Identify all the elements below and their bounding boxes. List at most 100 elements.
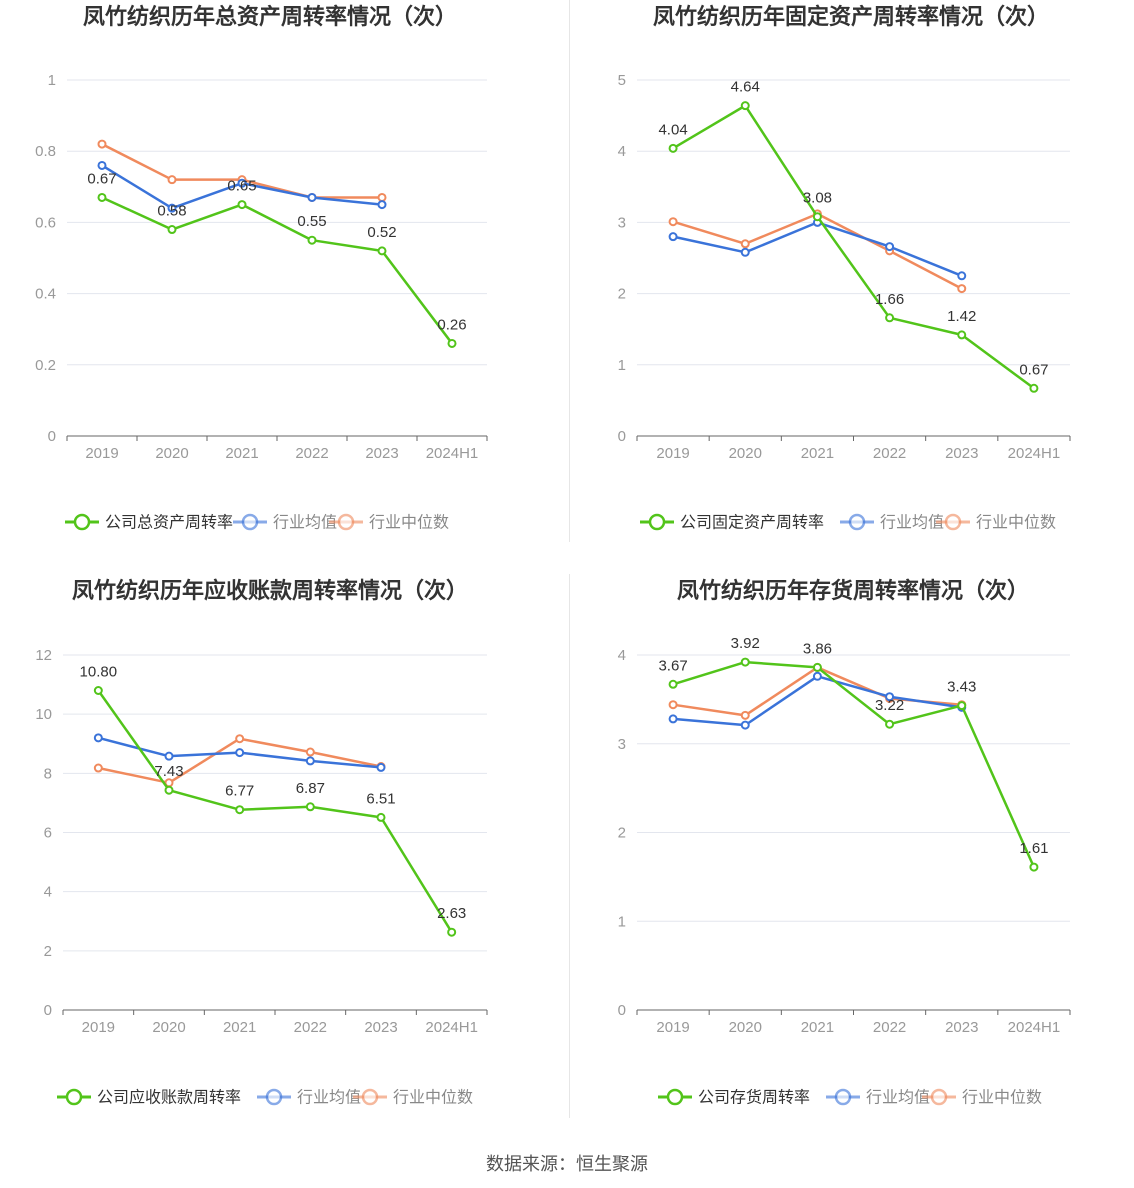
legend-circle-icon <box>666 1088 684 1106</box>
x-tick-label: 2019 <box>656 1019 689 1036</box>
y-tick-label: 1 <box>48 72 56 89</box>
industry-median-point <box>97 139 107 149</box>
legend-item-industry-median: 行业中位数 <box>922 1089 1042 1107</box>
x-tick-label: 2023 <box>945 1019 978 1036</box>
legend-item-company: 公司存货周转率 <box>658 1089 810 1107</box>
x-tick-label: 2024H1 <box>1008 1019 1061 1036</box>
legend-circle-icon <box>834 1088 852 1106</box>
data-label: 0.55 <box>297 213 326 230</box>
data-label: 0.65 <box>227 178 256 195</box>
vertical-divider-top <box>569 0 570 542</box>
company-point <box>1029 862 1039 872</box>
legend-label: 公司存货周转率 <box>698 1089 810 1107</box>
company-point <box>93 686 103 695</box>
industry-average-line <box>672 221 963 277</box>
x-tick-label: 2020 <box>729 445 762 462</box>
inventory-turnover-chart: 凤竹纺织历年存货周转率情况（次） 0 1 2 3 4 2019 2020 2021 2022 202… <box>618 578 1071 1107</box>
data-label: 4.04 <box>658 121 687 138</box>
y-tick-label: 0.8 <box>35 143 56 160</box>
industry-average-point <box>93 733 103 743</box>
industry-median-point <box>93 763 103 773</box>
y-tick-label: 0 <box>618 428 626 445</box>
chart-title: 凤竹纺织历年应收账款周转率情况（次） <box>72 578 468 603</box>
company-point <box>740 657 750 667</box>
y-tick-label: 6 <box>44 825 52 842</box>
data-label: 0.52 <box>367 224 396 241</box>
legend-circle-icon <box>944 513 962 531</box>
industry-average-point <box>668 232 678 242</box>
y-tick-label: 4 <box>618 143 626 160</box>
data-label: 3.08 <box>803 190 832 207</box>
legend-item-industry-median: 行业中位数 <box>329 514 449 532</box>
industry-average-point <box>740 720 750 730</box>
company-point <box>885 313 895 323</box>
chart-title: 凤竹纺织历年总资产周转率情况（次） <box>83 4 457 29</box>
company-point <box>97 192 107 202</box>
legend-circle-icon <box>337 513 355 531</box>
y-tick-label: 0 <box>48 428 56 445</box>
company-point <box>237 200 247 210</box>
legend-item-industry-average: 行业均值 <box>257 1089 361 1107</box>
fixed-asset-turnover-chart: 凤竹纺织历年固定资产周转率情况（次） 0 1 2 3 4 5 2019 2020 2021 2022… <box>618 4 1071 532</box>
legend-label: 行业中位数 <box>369 514 449 532</box>
x-tick-label: 2020 <box>152 1019 185 1036</box>
company-point <box>1029 383 1039 393</box>
y-tick-label: 0.6 <box>35 214 56 231</box>
company-line <box>101 196 453 345</box>
industry-average-point <box>668 714 678 724</box>
x-tick-label: 2024H1 <box>426 445 479 462</box>
legend-circle-icon <box>241 513 259 531</box>
x-tick-label: 2021 <box>801 445 834 462</box>
x-tick-label: 2022 <box>295 445 328 462</box>
data-label: 1.66 <box>875 291 904 308</box>
y-tick-label: 3 <box>618 736 626 753</box>
y-tick-label: 5 <box>618 72 626 89</box>
x-tick-label: 2023 <box>365 445 398 462</box>
company-point <box>812 212 822 222</box>
legend-item-industry-average: 行业均值 <box>233 514 337 532</box>
legend-label: 行业均值 <box>297 1089 361 1107</box>
y-tick-label: 10 <box>35 706 52 723</box>
y-tick-label: 8 <box>44 765 52 782</box>
x-tick-label: 2022 <box>873 445 906 462</box>
legend-item-industry-median: 行业中位数 <box>353 1089 473 1107</box>
legend-label: 行业中位数 <box>393 1089 473 1107</box>
industry-median-point <box>235 734 245 744</box>
industry-median-point <box>740 710 750 720</box>
x-tick-label: 2023 <box>945 445 978 462</box>
vertical-divider-bottom <box>569 574 570 1118</box>
data-label: 6.77 <box>225 783 254 800</box>
data-label: 2.63 <box>437 905 466 922</box>
industry-average-point <box>235 748 245 758</box>
data-label: 6.51 <box>366 790 395 807</box>
company-point <box>668 679 678 689</box>
x-tick-label: 2020 <box>729 1019 762 1036</box>
data-source-note: 数据来源：恒生聚源 <box>486 1154 648 1174</box>
industry-median-point <box>668 700 678 710</box>
industry-average-point <box>885 242 895 252</box>
data-label: 3.43 <box>947 679 976 696</box>
legend-label: 公司应收账款周转率 <box>97 1088 241 1107</box>
x-tick-label: 2021 <box>801 1019 834 1036</box>
receivables-turnover-chart: 凤竹纺织历年应收账款周转率情况（次） 0 2 4 6 8 10 12 2019 2020 2021 2… <box>35 578 488 1107</box>
x-tick-label: 2024H1 <box>1008 445 1061 462</box>
industry-average-point <box>164 751 174 761</box>
industry-median-point <box>668 217 678 227</box>
legend-label: 行业均值 <box>866 1089 930 1107</box>
data-label: 10.80 <box>80 664 118 681</box>
legend-item-company: 公司固定资产周转率 <box>640 514 824 532</box>
y-tick-label: 0.2 <box>35 357 56 374</box>
y-tick-label: 1 <box>618 357 626 374</box>
y-tick-label: 12 <box>35 647 52 664</box>
legend-label: 行业均值 <box>880 514 944 532</box>
data-label: 7.43 <box>154 763 183 780</box>
x-tick-label: 2019 <box>85 445 118 462</box>
data-label: 0.26 <box>437 316 466 333</box>
company-point <box>376 812 386 822</box>
x-tick-label: 2023 <box>364 1019 397 1036</box>
company-point <box>164 785 174 795</box>
legend-circle-icon <box>848 513 866 531</box>
x-tick-label: 2019 <box>82 1019 115 1036</box>
company-point <box>812 662 822 672</box>
company-point <box>957 701 967 711</box>
